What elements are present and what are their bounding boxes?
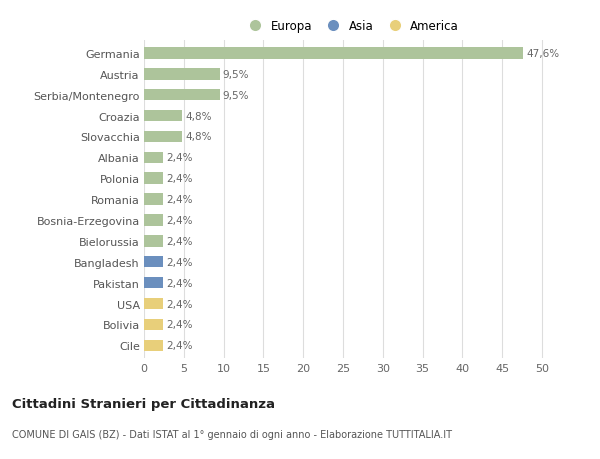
Text: 9,5%: 9,5% [223, 70, 250, 80]
Text: 2,4%: 2,4% [166, 216, 193, 225]
Bar [144, 298, 163, 309]
Text: 2,4%: 2,4% [166, 195, 193, 205]
Text: 4,8%: 4,8% [185, 112, 212, 121]
Bar [144, 90, 220, 101]
Bar [144, 319, 163, 330]
Bar [144, 215, 163, 226]
Bar [144, 152, 163, 164]
Text: 47,6%: 47,6% [526, 49, 559, 59]
Text: 9,5%: 9,5% [223, 90, 250, 101]
Bar [144, 173, 163, 185]
Text: 4,8%: 4,8% [185, 132, 212, 142]
Text: 2,4%: 2,4% [166, 299, 193, 309]
Text: Cittadini Stranieri per Cittadinanza: Cittadini Stranieri per Cittadinanza [12, 397, 275, 410]
Bar [144, 111, 182, 122]
Text: 2,4%: 2,4% [166, 153, 193, 163]
Text: 2,4%: 2,4% [166, 236, 193, 246]
Text: COMUNE DI GAIS (BZ) - Dati ISTAT al 1° gennaio di ogni anno - Elaborazione TUTTI: COMUNE DI GAIS (BZ) - Dati ISTAT al 1° g… [12, 429, 452, 439]
Bar [144, 48, 523, 60]
Bar [144, 131, 182, 143]
Legend: Europa, Asia, America: Europa, Asia, America [239, 16, 463, 38]
Bar [144, 340, 163, 351]
Text: 2,4%: 2,4% [166, 341, 193, 351]
Bar [144, 257, 163, 268]
Text: 2,4%: 2,4% [166, 257, 193, 267]
Bar [144, 194, 163, 205]
Text: 2,4%: 2,4% [166, 174, 193, 184]
Text: 2,4%: 2,4% [166, 319, 193, 330]
Bar [144, 69, 220, 80]
Bar [144, 277, 163, 289]
Text: 2,4%: 2,4% [166, 278, 193, 288]
Bar [144, 235, 163, 247]
